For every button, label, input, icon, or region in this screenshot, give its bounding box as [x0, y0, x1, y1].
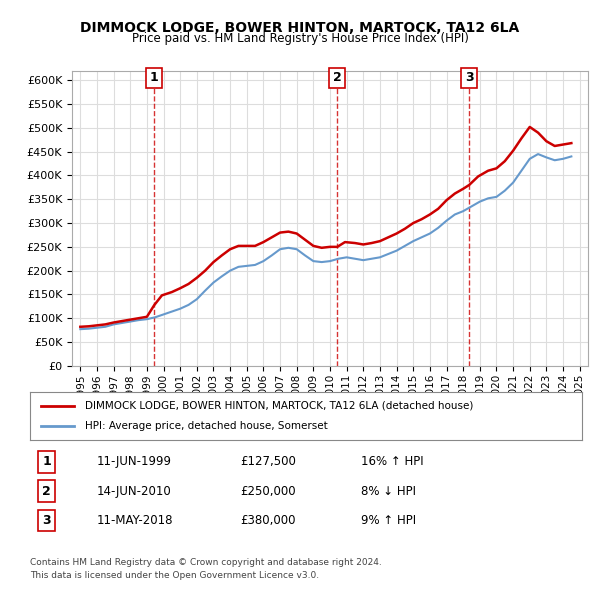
Text: DIMMOCK LODGE, BOWER HINTON, MARTOCK, TA12 6LA: DIMMOCK LODGE, BOWER HINTON, MARTOCK, TA…: [80, 21, 520, 35]
Text: Contains HM Land Registry data © Crown copyright and database right 2024.: Contains HM Land Registry data © Crown c…: [30, 558, 382, 566]
Text: 9% ↑ HPI: 9% ↑ HPI: [361, 514, 416, 527]
Text: 14-JUN-2010: 14-JUN-2010: [96, 484, 171, 498]
Text: 2: 2: [333, 71, 341, 84]
Text: 11-MAY-2018: 11-MAY-2018: [96, 514, 173, 527]
Text: £127,500: £127,500: [240, 455, 296, 468]
Text: 1: 1: [150, 71, 158, 84]
Text: £380,000: £380,000: [240, 514, 295, 527]
Text: 1: 1: [42, 455, 51, 468]
Text: £250,000: £250,000: [240, 484, 295, 498]
Text: 8% ↓ HPI: 8% ↓ HPI: [361, 484, 416, 498]
Text: 16% ↑ HPI: 16% ↑ HPI: [361, 455, 424, 468]
Text: 11-JUN-1999: 11-JUN-1999: [96, 455, 171, 468]
Text: 3: 3: [465, 71, 473, 84]
Text: HPI: Average price, detached house, Somerset: HPI: Average price, detached house, Some…: [85, 421, 328, 431]
Text: DIMMOCK LODGE, BOWER HINTON, MARTOCK, TA12 6LA (detached house): DIMMOCK LODGE, BOWER HINTON, MARTOCK, TA…: [85, 401, 473, 411]
Text: 2: 2: [42, 484, 51, 498]
Text: This data is licensed under the Open Government Licence v3.0.: This data is licensed under the Open Gov…: [30, 571, 319, 580]
Text: 3: 3: [42, 514, 51, 527]
Text: Price paid vs. HM Land Registry's House Price Index (HPI): Price paid vs. HM Land Registry's House …: [131, 32, 469, 45]
